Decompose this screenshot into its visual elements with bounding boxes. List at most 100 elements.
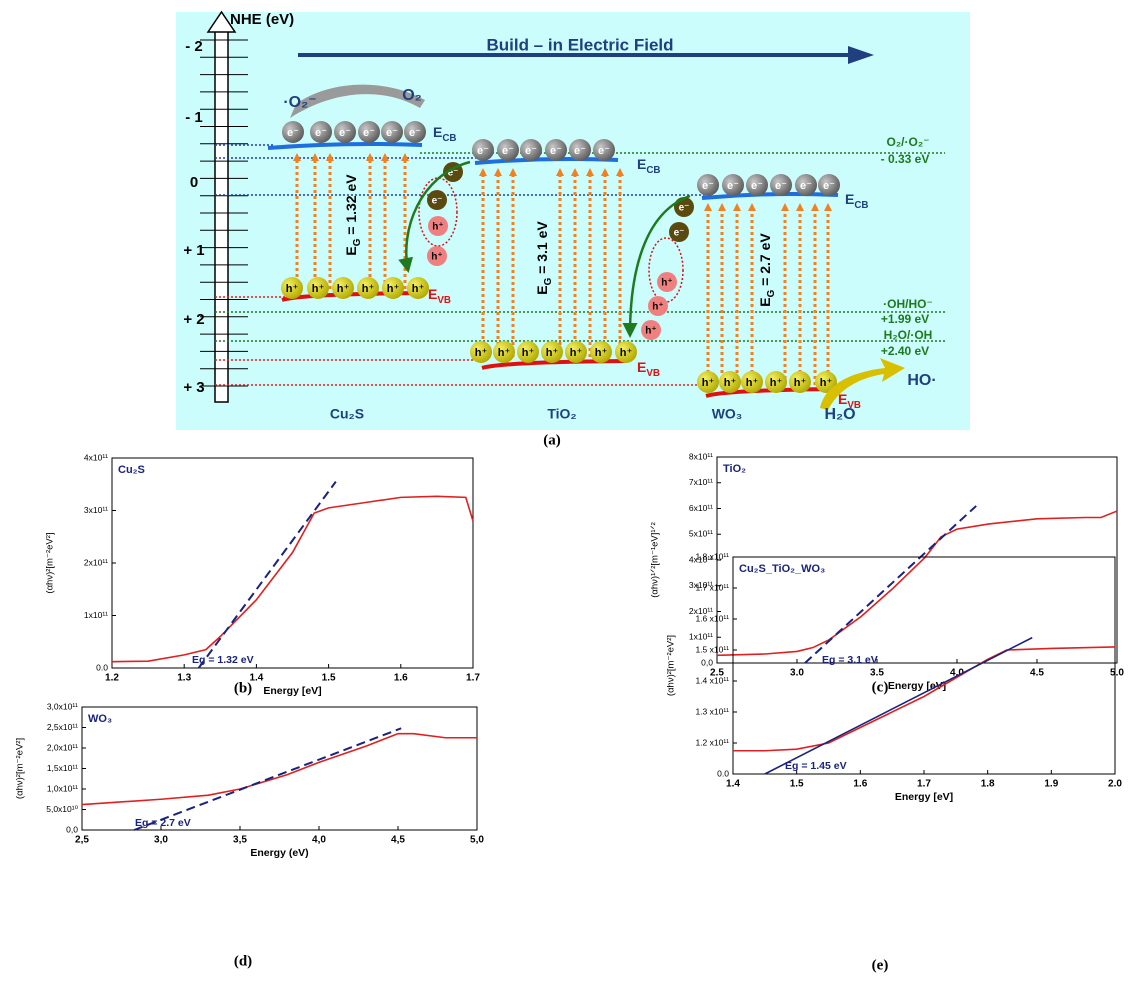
redox-potential: +1.99 eV [881,312,929,326]
hole [307,277,329,299]
x-tick-label: 1.5 [790,779,804,790]
y-tick-label: 1.6 x10¹¹ [695,613,729,623]
hole [470,341,492,363]
x-tick-label: 1.5 [322,673,336,684]
hole [719,371,741,393]
y-axis-title: (αhν)²[m⁻²eV²] [15,738,26,799]
caption: (c) [872,679,889,695]
electron-label: e⁻ [287,127,299,139]
nhe-tick-label: - 1 [185,109,203,126]
label-subscript: VB [646,368,660,379]
electron [818,174,840,196]
electron [770,174,792,196]
hole [789,371,811,393]
annotation: Eg = 3.1 eV [822,654,878,666]
plot-frame [81,706,478,831]
hole [590,341,612,363]
plot-frame [732,556,1116,775]
y-tick-label: 4x10¹¹ [689,554,713,564]
hole [765,371,787,393]
label-subscript: G [766,289,777,297]
hole-label: h⁺ [337,283,350,295]
chart-title: WO₃ [88,713,112,725]
y-tick-label: 1.4 x10¹¹ [695,675,729,685]
x-tick-label: 1.4 [249,673,263,684]
electron [697,174,719,196]
nhe-title: NHE (eV) [230,11,294,28]
series-line [133,727,402,831]
label-base: E [534,285,550,294]
excitation-arrowhead [733,203,741,211]
label-rest: = 2.7 eV [757,233,773,290]
hole-label: h⁺ [312,283,325,295]
hole-label: h⁺ [570,347,583,359]
transferred-hole [657,272,677,292]
x-tick-label: 4.5 [1030,668,1044,679]
y-tick-label: 1.3 x10¹¹ [695,706,729,716]
x-tick-label: 3,5 [233,835,247,846]
electron-label: e⁻ [674,228,685,239]
series-line [81,732,477,806]
electron-label: e⁻ [775,180,787,192]
y-tick-label: 8x10¹¹ [689,451,713,461]
nhe-axis [214,29,229,403]
hole-label: h⁺ [724,377,737,389]
hole [741,371,763,393]
label-subscript: G [543,277,554,285]
y-tick-label: 2,5x10¹¹ [47,722,78,732]
hole [382,277,404,299]
electron [358,121,380,143]
label-base: E [845,191,854,207]
y-tick-label: 4x10¹¹ [84,452,108,462]
excitation-arrowhead [571,168,579,176]
y-tick-label: 3x10¹¹ [84,505,108,515]
electron-label: e⁻ [315,127,327,139]
superoxide-label: ·O₂⁻ [283,94,316,111]
nhe-tick-label: + 2 [183,311,204,328]
series-line [764,636,1033,775]
oxygen-label: O₂ [402,87,422,104]
x-axis-title: Energy [eV] [263,685,321,697]
excitation-arrowhead [401,153,409,161]
electron [746,174,768,196]
excitation-arrowhead [586,168,594,176]
excitation-arrowhead [601,168,609,176]
chart-title: Cu₂S [118,464,145,476]
electron-label: e⁻ [823,180,835,192]
redox-couple: O₂/·O₂⁻ [887,135,930,149]
y-axis-title: (αhν)¹ᐟ²[m⁻¹eV]¹ᐟ² [650,522,661,598]
vb-label: EVB [838,391,861,411]
label-subscript: VB [437,295,451,306]
hole-label: h⁺ [387,283,400,295]
x-tick-label: 1.8 [981,779,995,790]
x-tick-label: 5.0 [1110,668,1124,679]
label-subscript: VB [847,400,861,411]
electron-label: e⁻ [800,180,812,192]
label-base: E [428,286,437,302]
hole-label: h⁺ [522,347,535,359]
label-base: E [757,297,773,306]
field-label: Build – in Electric Field [486,35,673,54]
water-oxidation-arrow [820,358,905,410]
electron [722,174,744,196]
excitation-arrowhead [509,168,517,176]
electron [310,121,332,143]
electron-label: e⁻ [598,145,610,157]
excitation-arrowhead [326,153,334,161]
y-tick-label: 6x10¹¹ [689,503,713,513]
electron-label: e⁻ [432,196,443,207]
electron-label: e⁻ [448,168,459,179]
hole-label: h⁺ [432,222,443,233]
label-rest: = 3.1 eV [534,221,550,278]
electron [472,139,494,161]
y-tick-label: 2x10¹¹ [689,606,713,616]
label-subscript: CB [646,165,660,176]
band-gap-label: EG = 1.32 eV [343,174,363,256]
diagram-background [176,12,970,430]
hole [541,341,563,363]
excitation-arrowhead [479,168,487,176]
electron-label: e⁻ [502,145,514,157]
x-tick-label: 1.7 [466,673,480,684]
excitation-arrowhead [824,203,832,211]
